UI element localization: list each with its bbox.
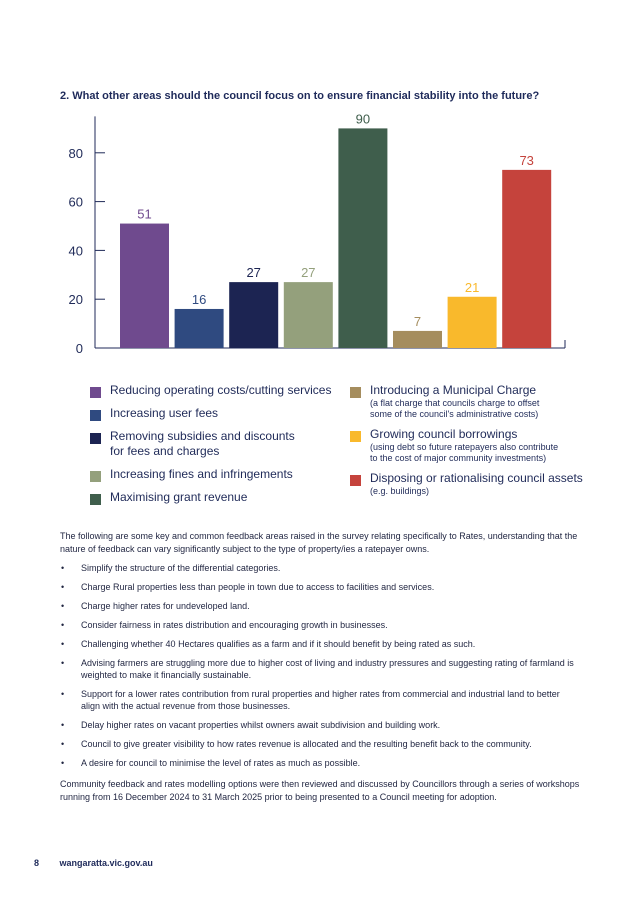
list-item-text: Advising farmers are struggling more due… [81,658,574,680]
legend-item: Introducing a Municipal Charge (a flat ch… [350,383,610,420]
footer-url: wangaratta.vic.gov.au [59,858,153,868]
page-footer: 8 wangaratta.vic.gov.au [34,858,153,868]
y-tick-label: 80 [69,146,83,161]
list-item-text: Support for a lower rates contribution f… [81,689,560,711]
bar-value-label: 90 [356,111,370,126]
legend-item: Reducing operating costs/cutting service… [90,383,350,398]
legend-label: Increasing fines and infringements [110,467,293,481]
list-item: • Challenging whether 40 Hectares qualifi… [60,638,580,650]
bullet-dot: • [61,563,65,573]
legend-right: Introducing a Municipal Charge (a flat ch… [350,383,610,497]
intro-paragraph: The following are some key and common fe… [60,531,578,554]
chart-title: 2. What other areas should the council f… [60,90,540,102]
bar-value-label: 73 [519,153,533,168]
legend-label: Disposing or rationalising council asset… [370,471,583,485]
legend-label: Maximising grant revenue [110,490,248,504]
feedback-list: • Simplify the structure of the different… [60,562,580,776]
legend-swatch [350,431,361,442]
legend-note: (a flat charge that councils charge to o… [370,398,540,419]
bar-value-label: 27 [246,265,260,280]
legend-swatch [90,410,101,421]
bar [174,308,224,348]
list-item: • Advising farmers are struggling more du… [60,657,580,681]
legend-item: Increasing fines and infringements [90,467,350,482]
legend-left: Reducing operating costs/cutting service… [90,383,350,505]
bullet-dot: • [61,582,65,592]
list-item-text: Council to give greater visibility to ho… [81,739,532,749]
legend-swatch [90,471,101,482]
legend-note: (e.g. buildings) [370,486,430,496]
bar-chart: 0 20 40 60 80 51 16 27 27 90 7 21 73 [69,111,566,356]
bar-value-label: 7 [414,314,421,329]
legend-swatch [350,475,361,486]
list-item-text: Challenging whether 40 Hectares qualifie… [81,639,476,649]
legend-item: Increasing user fees [90,406,350,421]
legend-label: Removing subsidies and discounts for fee… [110,429,295,458]
list-item-text: Simplify the structure of the differenti… [81,563,281,573]
y-tick-label: 40 [69,243,83,258]
bar [393,330,442,348]
legend-swatch [90,494,101,505]
legend-swatch [90,433,101,444]
y-tick-label: 20 [69,292,83,307]
legend-swatch [90,387,101,398]
bar [338,128,388,348]
list-item-text: Consider fairness in rates distribution … [81,620,388,630]
bullet-dot: • [61,739,65,749]
list-item: • Council to give greater visibility to h… [60,738,580,750]
list-item-text: Delay higher rates on vacant properties … [81,720,441,730]
bar-value-label: 27 [301,265,315,280]
legend-item: Maximising grant revenue [90,490,350,505]
bar-value-label: 16 [192,292,206,307]
legend-item: Disposing or rationalising council asset… [350,471,610,497]
legend-label: Introducing a Municipal Charge [370,383,537,397]
bullet-dot: • [61,658,65,668]
list-item: • Delay higher rates on vacant properties… [60,719,580,731]
legend-item: Growing council borrowings (using debt so… [350,427,610,464]
bullet-dot: • [61,620,65,630]
legend-note: (using debt so future ratepayers also co… [370,442,559,463]
bullet-dot: • [61,689,65,699]
list-item: • Support for a lower rates contribution … [60,688,580,712]
bar [120,223,169,348]
legend-swatch [350,387,361,398]
list-item-text: A desire for council to minimise the lev… [81,758,361,768]
list-item: • A desire for council to minimise the le… [60,757,580,769]
bullet-dot: • [61,639,65,649]
bar [283,282,333,348]
bar [447,296,497,348]
bar-value-label: 21 [465,280,479,295]
legend-label: Growing council borrowings [370,427,518,441]
list-item: • Consider fairness in rates distribution… [60,619,580,631]
list-item: • Charge higher rates for undeveloped lan… [60,600,580,612]
list-item: • Simplify the structure of the different… [60,562,580,574]
y-tick-label: 0 [76,341,83,356]
bullet-dot: • [61,758,65,768]
bullet-dot: • [61,601,65,611]
list-item-text: Charge higher rates for undeveloped land… [81,601,250,611]
bar [229,282,279,348]
legend-item: Removing subsidies and discounts for fee… [90,429,350,459]
bullet-dot: • [61,720,65,730]
bar-value-label: 51 [137,207,151,222]
list-item-text: Charge Rural properties less than people… [81,582,435,592]
bar [502,169,552,348]
y-tick-label: 60 [69,195,83,210]
legend-label: Increasing user fees [110,406,219,420]
page-number: 8 [34,858,40,868]
closing-paragraph: Community feedback and rates modelling o… [60,779,580,802]
list-item: • Charge Rural properties less than peopl… [60,581,580,593]
legend-label: Reducing operating costs/cutting service… [110,383,332,397]
